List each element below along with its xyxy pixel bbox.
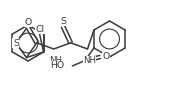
Text: HO: HO: [50, 61, 64, 70]
Text: NH: NH: [49, 56, 62, 65]
Text: S: S: [60, 17, 66, 26]
Text: S: S: [13, 39, 19, 47]
Text: Cl: Cl: [35, 25, 44, 34]
Text: NH: NH: [83, 56, 96, 65]
Text: O: O: [24, 18, 31, 27]
Text: O: O: [103, 52, 110, 61]
